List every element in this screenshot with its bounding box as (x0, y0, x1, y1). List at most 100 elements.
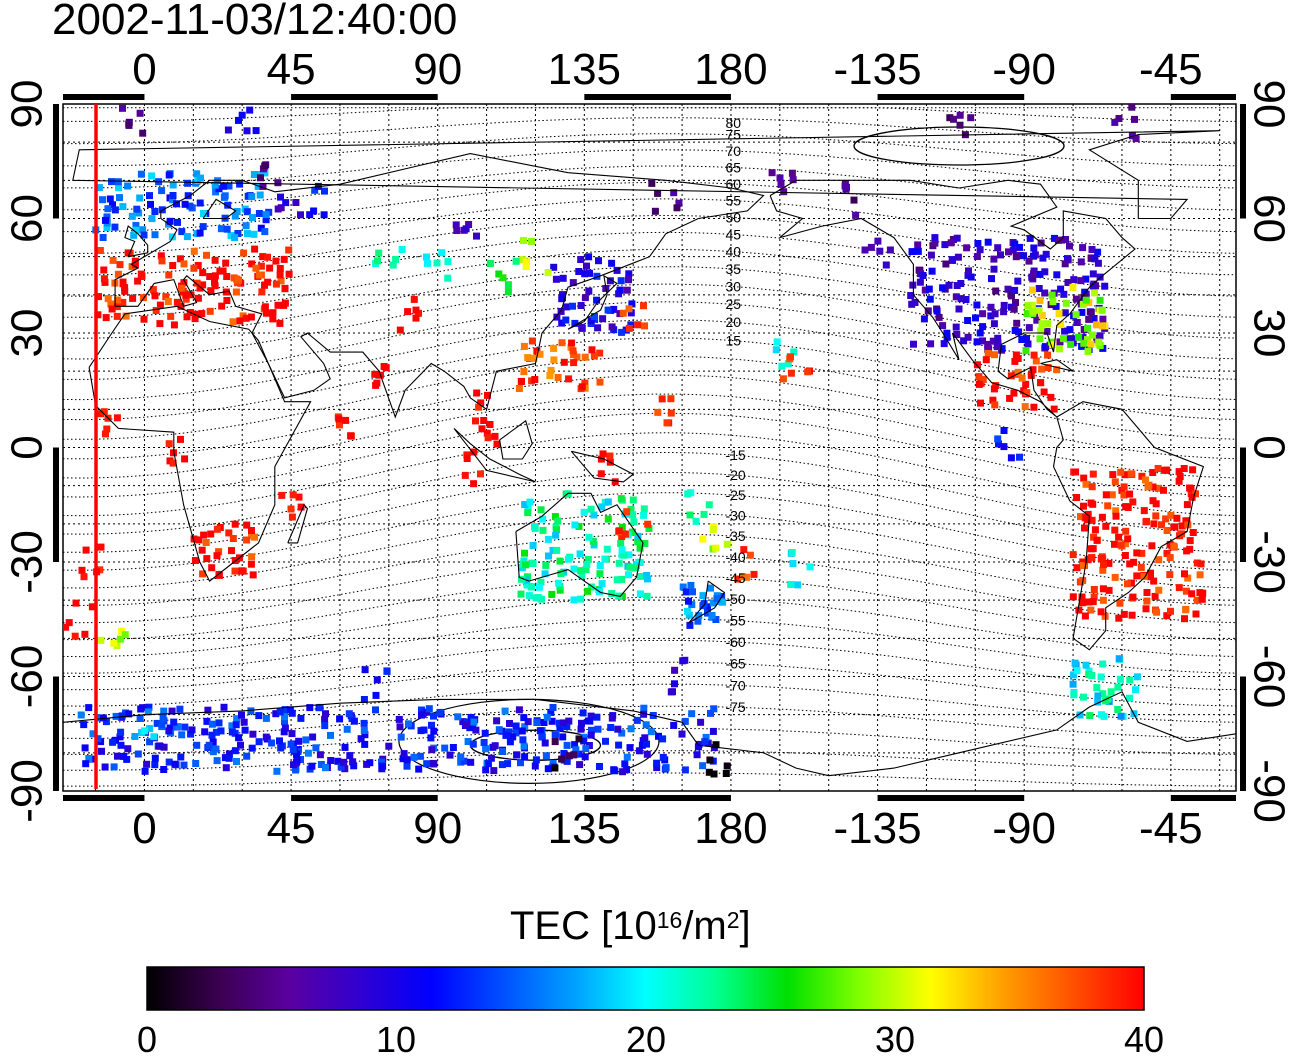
tec-cell (529, 542, 537, 549)
tec-cell (1078, 308, 1086, 316)
tec-cell (580, 737, 588, 745)
tec-cell (156, 301, 164, 309)
tec-cell (499, 748, 506, 755)
tec-cell (1022, 380, 1030, 388)
tec-cell (1080, 474, 1088, 482)
tec-cell (935, 313, 943, 321)
axis-bar-top (1170, 94, 1236, 100)
tec-cell (515, 706, 523, 714)
tec-cell (685, 597, 692, 605)
tec-cell (623, 766, 631, 774)
tec-cell (202, 539, 210, 546)
tec-cell (1038, 365, 1046, 373)
tec-cell (297, 714, 305, 722)
tec-cell (1025, 257, 1033, 265)
tec-cell (322, 764, 329, 772)
tec-cell (1186, 537, 1194, 545)
tec-cell (316, 703, 324, 711)
tec-cell (585, 533, 593, 541)
tec-cell (670, 721, 678, 729)
tec-cell (278, 491, 286, 499)
coastline (1040, 359, 1074, 372)
tec-cell (1009, 246, 1017, 254)
tec-cell (707, 584, 714, 592)
tec-cell (806, 563, 814, 571)
tec-cell (586, 717, 594, 725)
tec-cell (1073, 564, 1081, 572)
tec-cell (549, 759, 557, 767)
tec-cell (229, 318, 237, 326)
tec-cell (1163, 549, 1171, 557)
tec-cell (94, 735, 102, 743)
tec-cell (621, 760, 629, 768)
tec-cell (194, 262, 202, 269)
tec-cell (1057, 321, 1065, 329)
magnetic-latitude-label: -40 (725, 549, 745, 565)
tec-cell (95, 293, 102, 301)
tec-cell (94, 311, 102, 319)
tec-cell (222, 259, 230, 267)
tec-cell (987, 312, 995, 320)
tec-cell (486, 260, 494, 267)
tec-cell (165, 758, 173, 766)
tec-cell (1166, 571, 1174, 579)
tec-cell (204, 706, 212, 714)
tec-cell (1066, 242, 1073, 250)
tec-cell (578, 571, 586, 579)
tec-cell (247, 313, 255, 321)
tec-cell (427, 734, 435, 742)
tec-cell (1028, 301, 1036, 309)
tec-cell (104, 295, 112, 303)
tec-cell (228, 547, 235, 555)
tec-cell (65, 619, 73, 627)
tec-cell (229, 535, 237, 542)
tec-cell (705, 768, 713, 776)
tec-cell (1072, 311, 1080, 319)
tec-cell (490, 767, 498, 775)
tec-cell (423, 760, 431, 768)
tec-cell (441, 744, 449, 752)
tec-cell (620, 551, 628, 559)
magnetic-latitude-label: 60 (725, 176, 741, 192)
tec-cell (484, 391, 491, 399)
tec-cell (587, 712, 595, 720)
tec-cell (1051, 234, 1058, 242)
top-axis-label: 45 (267, 45, 316, 94)
tec-cell (581, 270, 589, 278)
tec-cell (588, 346, 596, 354)
tec-cell (1091, 289, 1098, 297)
bottom-axis-label: 45 (267, 804, 316, 853)
tec-cell (1005, 248, 1012, 256)
tec-cell (1054, 236, 1062, 244)
tec-cell (385, 742, 393, 750)
tec-cell (100, 266, 108, 274)
tec-cell (998, 345, 1006, 353)
tec-cell (308, 762, 316, 770)
tec-cell (979, 323, 987, 331)
colorbar-tick-label: 0 (136, 1019, 158, 1060)
tec-cell (673, 204, 681, 212)
tec-cell (604, 515, 612, 523)
tec-cell (1089, 598, 1097, 606)
tec-cell (548, 590, 556, 598)
tec-cell (617, 540, 625, 547)
tec-cell (963, 244, 971, 252)
tec-cell (146, 738, 154, 746)
tec-cell (991, 351, 998, 359)
magnetic-latitude-label: 15 (725, 332, 741, 348)
tec-cell (131, 257, 139, 265)
tec-cell (549, 546, 557, 554)
tec-cell (1087, 545, 1095, 553)
tec-cell (1070, 691, 1078, 699)
tec-cell (1052, 302, 1060, 310)
tec-cell (562, 316, 570, 324)
tec-cell (174, 218, 181, 226)
tec-cell (1078, 593, 1086, 601)
tec-cell (396, 723, 404, 731)
tec-cell (1055, 345, 1063, 353)
tec-cell (231, 747, 239, 755)
tec-cell (559, 294, 566, 302)
tec-cell (1166, 540, 1174, 548)
tec-cell (372, 691, 380, 699)
tec-cell (591, 313, 598, 320)
